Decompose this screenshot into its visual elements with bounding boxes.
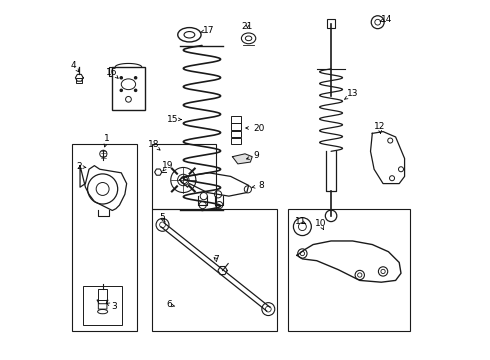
Circle shape xyxy=(120,77,122,79)
Text: 15: 15 xyxy=(167,114,178,123)
Text: 21: 21 xyxy=(242,22,253,31)
Bar xyxy=(76,78,82,83)
Bar xyxy=(231,138,241,144)
Bar xyxy=(327,19,335,28)
Bar xyxy=(231,116,242,123)
Circle shape xyxy=(120,89,122,91)
Text: 19: 19 xyxy=(162,161,173,170)
Text: 5: 5 xyxy=(159,213,165,222)
Text: 2: 2 xyxy=(76,162,82,171)
Bar xyxy=(98,289,107,300)
Text: 20: 20 xyxy=(253,123,264,132)
Text: 1: 1 xyxy=(104,134,110,143)
Bar xyxy=(112,67,145,110)
Text: 7: 7 xyxy=(214,255,219,264)
Bar xyxy=(152,144,216,209)
Bar xyxy=(72,144,137,330)
Circle shape xyxy=(135,89,137,91)
Text: 10: 10 xyxy=(315,219,326,228)
Text: 4: 4 xyxy=(71,61,76,70)
Text: 6: 6 xyxy=(166,300,172,309)
Bar xyxy=(231,131,241,137)
Bar xyxy=(83,286,122,325)
Text: 18: 18 xyxy=(148,140,159,149)
Text: 12: 12 xyxy=(374,122,386,131)
Text: 14: 14 xyxy=(381,15,392,24)
Circle shape xyxy=(135,77,137,79)
Text: 11: 11 xyxy=(295,217,306,226)
Text: 9: 9 xyxy=(253,152,259,161)
Polygon shape xyxy=(232,154,252,164)
Bar xyxy=(152,209,277,330)
Text: 3: 3 xyxy=(111,302,117,311)
Text: 8: 8 xyxy=(258,181,264,190)
Text: 13: 13 xyxy=(347,89,358,98)
Bar xyxy=(288,209,410,330)
Text: 16: 16 xyxy=(106,68,117,77)
Bar xyxy=(231,123,241,130)
Text: 17: 17 xyxy=(203,26,215,35)
